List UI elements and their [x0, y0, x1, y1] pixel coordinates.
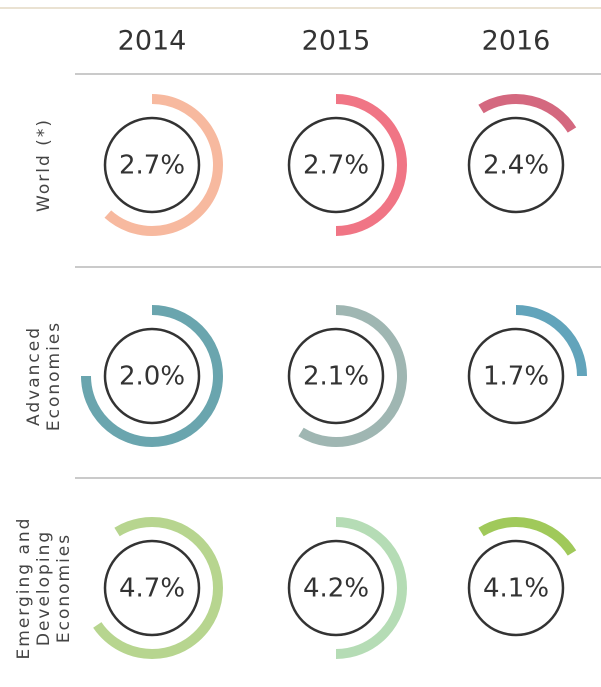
row-label: Advanced: [24, 326, 44, 426]
row-label: Economies: [54, 533, 74, 643]
ring-arc: [81, 305, 223, 447]
column-header: 2016: [482, 26, 551, 57]
cell-value: 2.0%: [119, 362, 185, 392]
row-label: World (*): [34, 118, 54, 212]
row-label: Developing: [34, 530, 54, 646]
cell-value: 2.1%: [303, 362, 369, 392]
ring-arc: [104, 94, 223, 236]
column-header: 2014: [118, 26, 187, 57]
cell-value: 4.2%: [303, 574, 369, 604]
ring-arc: [335, 517, 407, 659]
column-header: 2015: [302, 26, 371, 57]
ring: [287, 327, 385, 425]
row-label: Economies: [44, 321, 64, 431]
cell-value: 4.1%: [483, 574, 549, 604]
cell-value: 2.7%: [303, 151, 369, 181]
ring: [103, 327, 201, 425]
ring-arc: [298, 305, 407, 447]
ring-arc: [478, 94, 577, 133]
ring: [467, 539, 565, 637]
row-label: Emerging and: [14, 517, 34, 660]
ring-arc: [93, 517, 223, 659]
cell-value: 2.4%: [483, 151, 549, 181]
ring: [103, 116, 201, 214]
ring: [467, 116, 565, 214]
ring-arc: [515, 305, 587, 377]
ring: [467, 327, 565, 425]
cell-value: 2.7%: [119, 151, 185, 181]
cell-value: 4.7%: [119, 574, 185, 604]
ring: [287, 539, 385, 637]
ring: [103, 539, 201, 637]
ring-arc: [478, 517, 577, 556]
ring: [287, 116, 385, 214]
ring-arc: [335, 94, 407, 236]
cell-value: 1.7%: [483, 362, 549, 392]
